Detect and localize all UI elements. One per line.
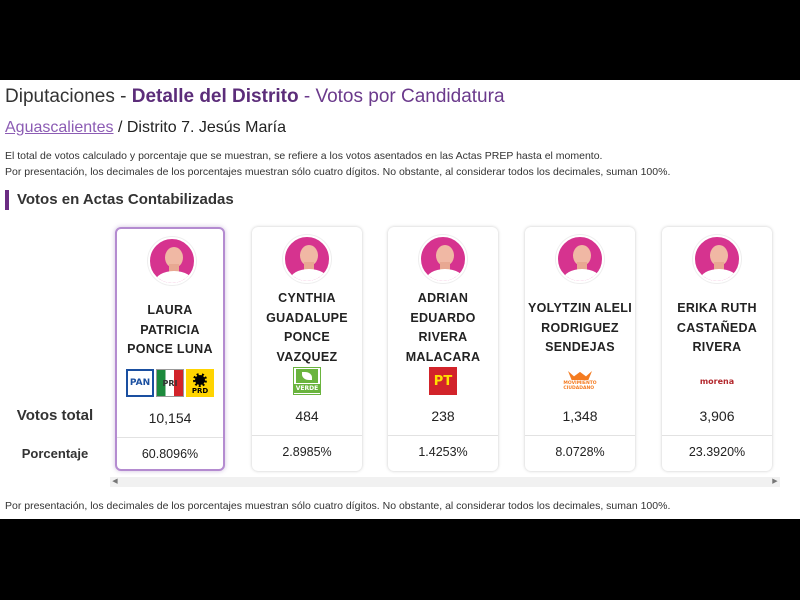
pri-logo-icon: PRI [156,369,184,397]
votes-total: 1,348 [562,408,598,424]
info-note-2: Por presentación, los decimales de los p… [5,166,671,178]
section-title: Votos en Actas Contabilizadas [5,190,234,210]
avatar-icon [556,235,604,283]
divider [662,435,772,436]
candidate-name: ERIKA RUTH CASTAÑEDA RIVERA [676,301,758,354]
verde-logo-icon: VERDE [293,367,321,395]
info-note-1: El total de votos calculado y porcentaje… [5,150,603,162]
party-logos: PAN PRI PRD [117,368,223,398]
divider [525,435,635,436]
votes-total: 10,154 [148,410,192,426]
vote-percentage: 2.8985% [282,445,332,459]
breadcrumb-state-link[interactable]: Aguascalientes [5,119,114,136]
candidate-card[interactable]: ADRIAN EDUARDO RIVERA MALACARA PT 238 1.… [388,227,498,471]
party-logos: VERDE [252,366,362,396]
vote-percentage: 23.3920% [688,445,746,459]
candidate-name: YOLYTZIN ALELI RODRIGUEZ SENDEJAS [528,301,632,354]
avatar-icon [693,235,741,283]
vote-percentage: 60.8096% [141,447,199,461]
vote-percentage: 1.4253% [418,445,468,459]
breadcrumb: Aguascalientes / Distrito 7. Jesús María [5,119,286,137]
avatar-icon [419,235,467,283]
avatar-icon [148,237,196,285]
morena-logo-icon: morena [699,376,735,386]
vote-percentage: 8.0728% [555,445,605,459]
candidate-card[interactable]: LAURA PATRICIA PONCE LUNA PAN PRI PRD 10… [115,227,225,471]
results-page: Diputaciones - Detalle del Distrito - Vo… [0,80,800,519]
divider [252,435,362,436]
mc-logo-icon: MOVIMIENTO CIUDADANO [563,371,597,391]
candidate-card[interactable]: YOLYTZIN ALELI RODRIGUEZ SENDEJAS MOVIMI… [525,227,635,471]
prd-logo-icon: PRD [186,369,214,397]
pan-logo-icon: PAN [126,369,154,397]
pt-logo-icon: PT [429,367,457,395]
horizontal-scrollbar[interactable]: ◀ ▶ [110,477,780,487]
votes-total: 238 [431,408,455,424]
divider [388,435,498,436]
candidate-name: CYNTHIA GUADALUPE PONCE VAZQUEZ [266,291,348,364]
votes-total: 484 [295,408,319,424]
candidate-card[interactable]: ERIKA RUTH CASTAÑEDA RIVERA morena 3,906… [662,227,772,471]
votes-total: 3,906 [699,408,735,424]
footer-note: Por presentación, los decimales de los p… [5,500,671,512]
breadcrumb-district: / Distrito 7. Jesús María [113,119,287,136]
scroll-left-icon[interactable]: ◀ [112,478,118,485]
party-logos: MOVIMIENTO CIUDADANO [525,366,635,396]
candidate-name: LAURA PATRICIA PONCE LUNA [127,303,213,356]
divider [117,437,223,438]
title-part-3: - Votos por Candidatura [298,86,505,107]
candidate-name: ADRIAN EDUARDO RIVERA MALACARA [405,291,481,364]
scroll-right-icon[interactable]: ▶ [772,478,778,485]
avatar-icon [283,235,331,283]
title-part-1: Diputaciones - [5,86,132,107]
page-title: Diputaciones - Detalle del Distrito - Vo… [5,86,505,108]
party-logos: morena [662,366,772,396]
party-logos: PT [388,366,498,396]
candidate-card[interactable]: CYNTHIA GUADALUPE PONCE VAZQUEZ VERDE 48… [252,227,362,471]
row-label-percentage: Porcentaje [21,446,89,461]
title-part-2: Detalle del Distrito [131,86,299,107]
row-label-votes: Votos total [16,407,94,424]
